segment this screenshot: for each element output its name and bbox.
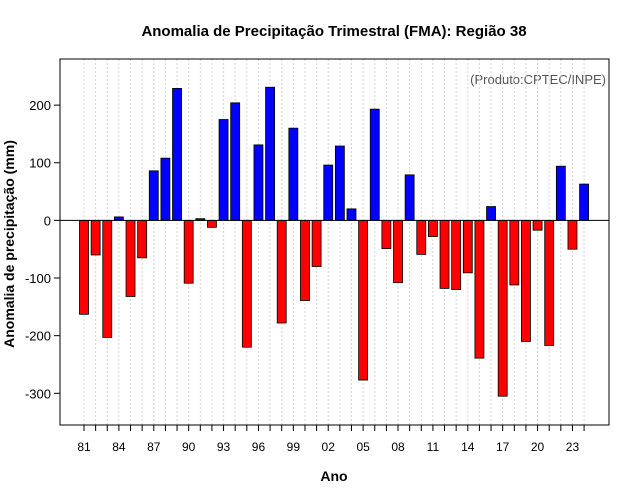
bar-2008	[393, 219, 403, 284]
x-tick-label-1984: 84	[112, 440, 126, 454]
bar-1981	[79, 219, 89, 315]
y-tick-label--100: -100	[25, 271, 51, 286]
bar-1988	[160, 157, 171, 221]
y-tick-label--200: -200	[25, 329, 51, 344]
bar-2022	[555, 165, 566, 221]
bar-2017	[497, 219, 508, 397]
x-axis-label: Ano	[320, 468, 347, 484]
chart-title: Anomalia de Precipitação Trimestral (FMA…	[141, 23, 526, 40]
bar-2019	[521, 219, 531, 342]
bar-2020	[532, 219, 543, 231]
bar-2009	[404, 174, 415, 221]
x-tick-label-2023: 23	[566, 440, 580, 454]
x-tick-label-2020: 20	[531, 440, 545, 454]
y-tick-label-200: 200	[29, 98, 51, 113]
bar-2023	[567, 219, 578, 250]
bar-1994	[230, 102, 241, 221]
bar-2018	[509, 219, 520, 286]
bar-1984	[113, 216, 124, 221]
bar-1999	[288, 127, 299, 221]
bar-2014	[462, 219, 473, 274]
bar-2021	[544, 219, 555, 346]
bar-2005	[358, 219, 369, 381]
bar-2016	[486, 206, 496, 221]
y-tick-label-100: 100	[29, 156, 51, 171]
bars	[79, 86, 589, 397]
x-tick-label-2011: 11	[427, 440, 440, 454]
x-tick-label-1981: 81	[77, 440, 91, 454]
x-tick-label-1999: 99	[287, 440, 301, 454]
x-tick-label-1987: 87	[147, 440, 161, 454]
axes: -300 -200 -100 0 100 200 81 84 87 90 93 96 99 02 05 08 1…	[25, 98, 609, 454]
y-tick-label--300: -300	[25, 386, 51, 401]
bar-1996	[253, 144, 264, 221]
plot-frame	[59, 58, 610, 426]
bar-2004	[346, 208, 357, 221]
bar-1985	[125, 219, 136, 297]
bar-1982	[90, 219, 101, 256]
grid-lines	[83, 59, 585, 425]
bar-2007	[381, 219, 392, 250]
bar-2006	[369, 108, 380, 221]
y-axis-label: Anomalia de precipitação (mm)	[1, 140, 17, 348]
bar-1995	[241, 219, 252, 348]
bar-2010	[416, 219, 427, 255]
bar-2013	[451, 219, 462, 290]
bar-1997	[265, 86, 275, 221]
bar-1998	[276, 219, 287, 324]
bar-1983	[102, 219, 113, 338]
bar-1993	[218, 119, 229, 221]
bar-1986	[137, 219, 148, 259]
bar-2012	[439, 219, 450, 289]
bar-1987	[148, 170, 159, 221]
x-tick-label-1990: 90	[182, 440, 196, 454]
x-tick-label-2008: 08	[391, 440, 405, 454]
x-tick-label-2017: 17	[496, 440, 510, 454]
bar-2003	[334, 145, 345, 221]
bar-2002	[323, 164, 334, 221]
bar-2001	[311, 219, 322, 267]
x-tick-label-2005: 05	[356, 440, 370, 454]
bar-2015	[474, 219, 485, 359]
bar-2011	[427, 219, 438, 237]
bar-1990	[183, 219, 194, 284]
x-tick-label-2002: 02	[322, 440, 336, 454]
y-tick-label-0: 0	[44, 213, 51, 228]
x-tick-label-1996: 96	[252, 440, 266, 454]
credit-label: (Produto:CPTEC/INPE)	[470, 72, 606, 87]
bar-2000	[300, 219, 310, 301]
bar-1992	[207, 219, 217, 228]
x-tick-label-2014: 14	[461, 440, 475, 454]
bar-1989	[172, 87, 182, 221]
bar-2024	[579, 183, 589, 221]
x-tick-label-1993: 93	[217, 440, 231, 454]
